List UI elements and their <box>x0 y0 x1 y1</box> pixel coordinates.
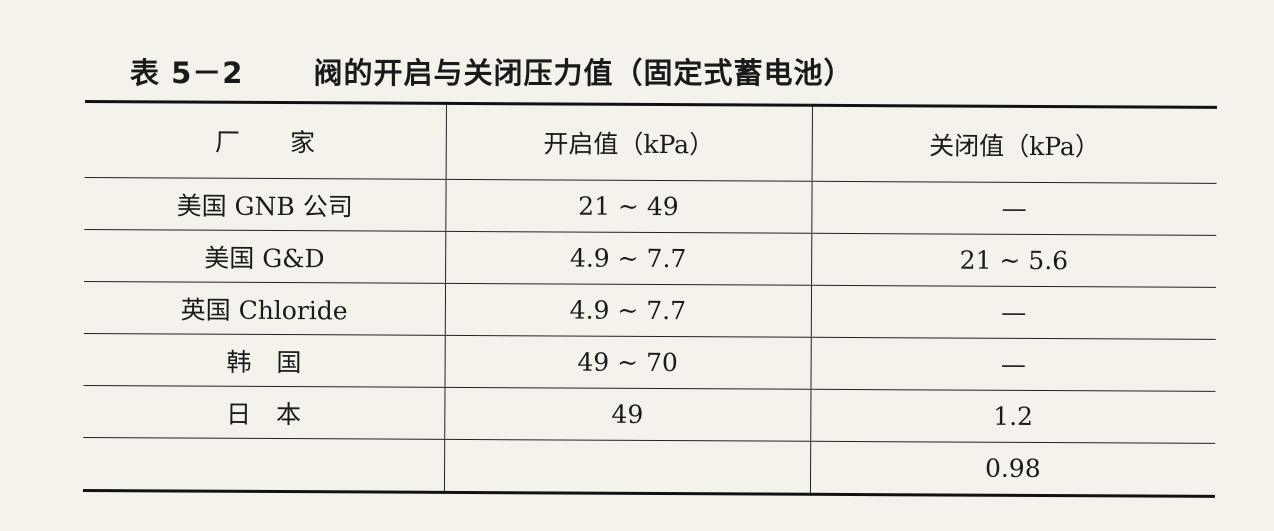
opening-value-cell: 21 ~ 49 <box>445 179 812 234</box>
closing-value-cell: — <box>811 181 1217 236</box>
table-container: 厂 家 开启值（kPa） 关闭值（kPa） 美国 GNB 公司 21 ~ 49 … <box>82 100 1217 498</box>
closing-value-cell: — <box>810 285 1217 340</box>
manufacturer-cell <box>83 437 444 492</box>
table-row: 0.98 <box>83 437 1216 497</box>
header-closing-value: 关闭值（kPa） <box>811 105 1217 184</box>
closing-value-cell: 1.2 <box>810 389 1216 444</box>
closing-value-cell: — <box>810 337 1216 392</box>
header-manufacturer: 厂 家 <box>84 101 446 180</box>
table-header-row: 厂 家 开启值（kPa） 关闭值（kPa） <box>84 101 1217 184</box>
manufacturer-cell: 美国 GNB 公司 <box>84 177 446 232</box>
opening-value-cell: 49 <box>444 387 811 442</box>
table-row: 日 本 49 1.2 <box>83 385 1216 444</box>
table-caption: 表 5－2 阀的开启与关闭压力值（固定式蓄电池） <box>130 50 853 92</box>
opening-value-cell <box>443 439 811 495</box>
manufacturer-cell: 美国 G&D <box>84 229 446 284</box>
table-title: 阀的开启与关闭压力值（固定式蓄电池） <box>313 56 854 90</box>
valve-pressure-table: 厂 家 开启值（kPa） 关闭值（kPa） 美国 GNB 公司 21 ~ 49 … <box>82 100 1217 498</box>
opening-value-cell: 4.9 ~ 7.7 <box>444 283 812 338</box>
header-opening-value: 开启值（kPa） <box>445 103 812 182</box>
opening-value-cell: 49 ~ 70 <box>444 335 811 390</box>
table-number: 表 5－2 <box>130 56 244 90</box>
closing-value-cell: 0.98 <box>809 441 1216 497</box>
manufacturer-cell: 韩 国 <box>83 333 445 388</box>
closing-value-cell: 21 ~ 5.6 <box>811 233 1217 288</box>
table-row: 美国 G&D 4.9 ~ 7.7 21 ~ 5.6 <box>84 229 1217 288</box>
manufacturer-cell: 日 本 <box>83 385 445 440</box>
table-row: 美国 GNB 公司 21 ~ 49 — <box>84 177 1217 236</box>
opening-value-cell: 4.9 ~ 7.7 <box>445 231 812 286</box>
manufacturer-cell: 英国 Chloride <box>83 281 446 336</box>
table-row: 韩 国 49 ~ 70 — <box>83 333 1216 392</box>
table-row: 英国 Chloride 4.9 ~ 7.7 — <box>83 281 1217 340</box>
